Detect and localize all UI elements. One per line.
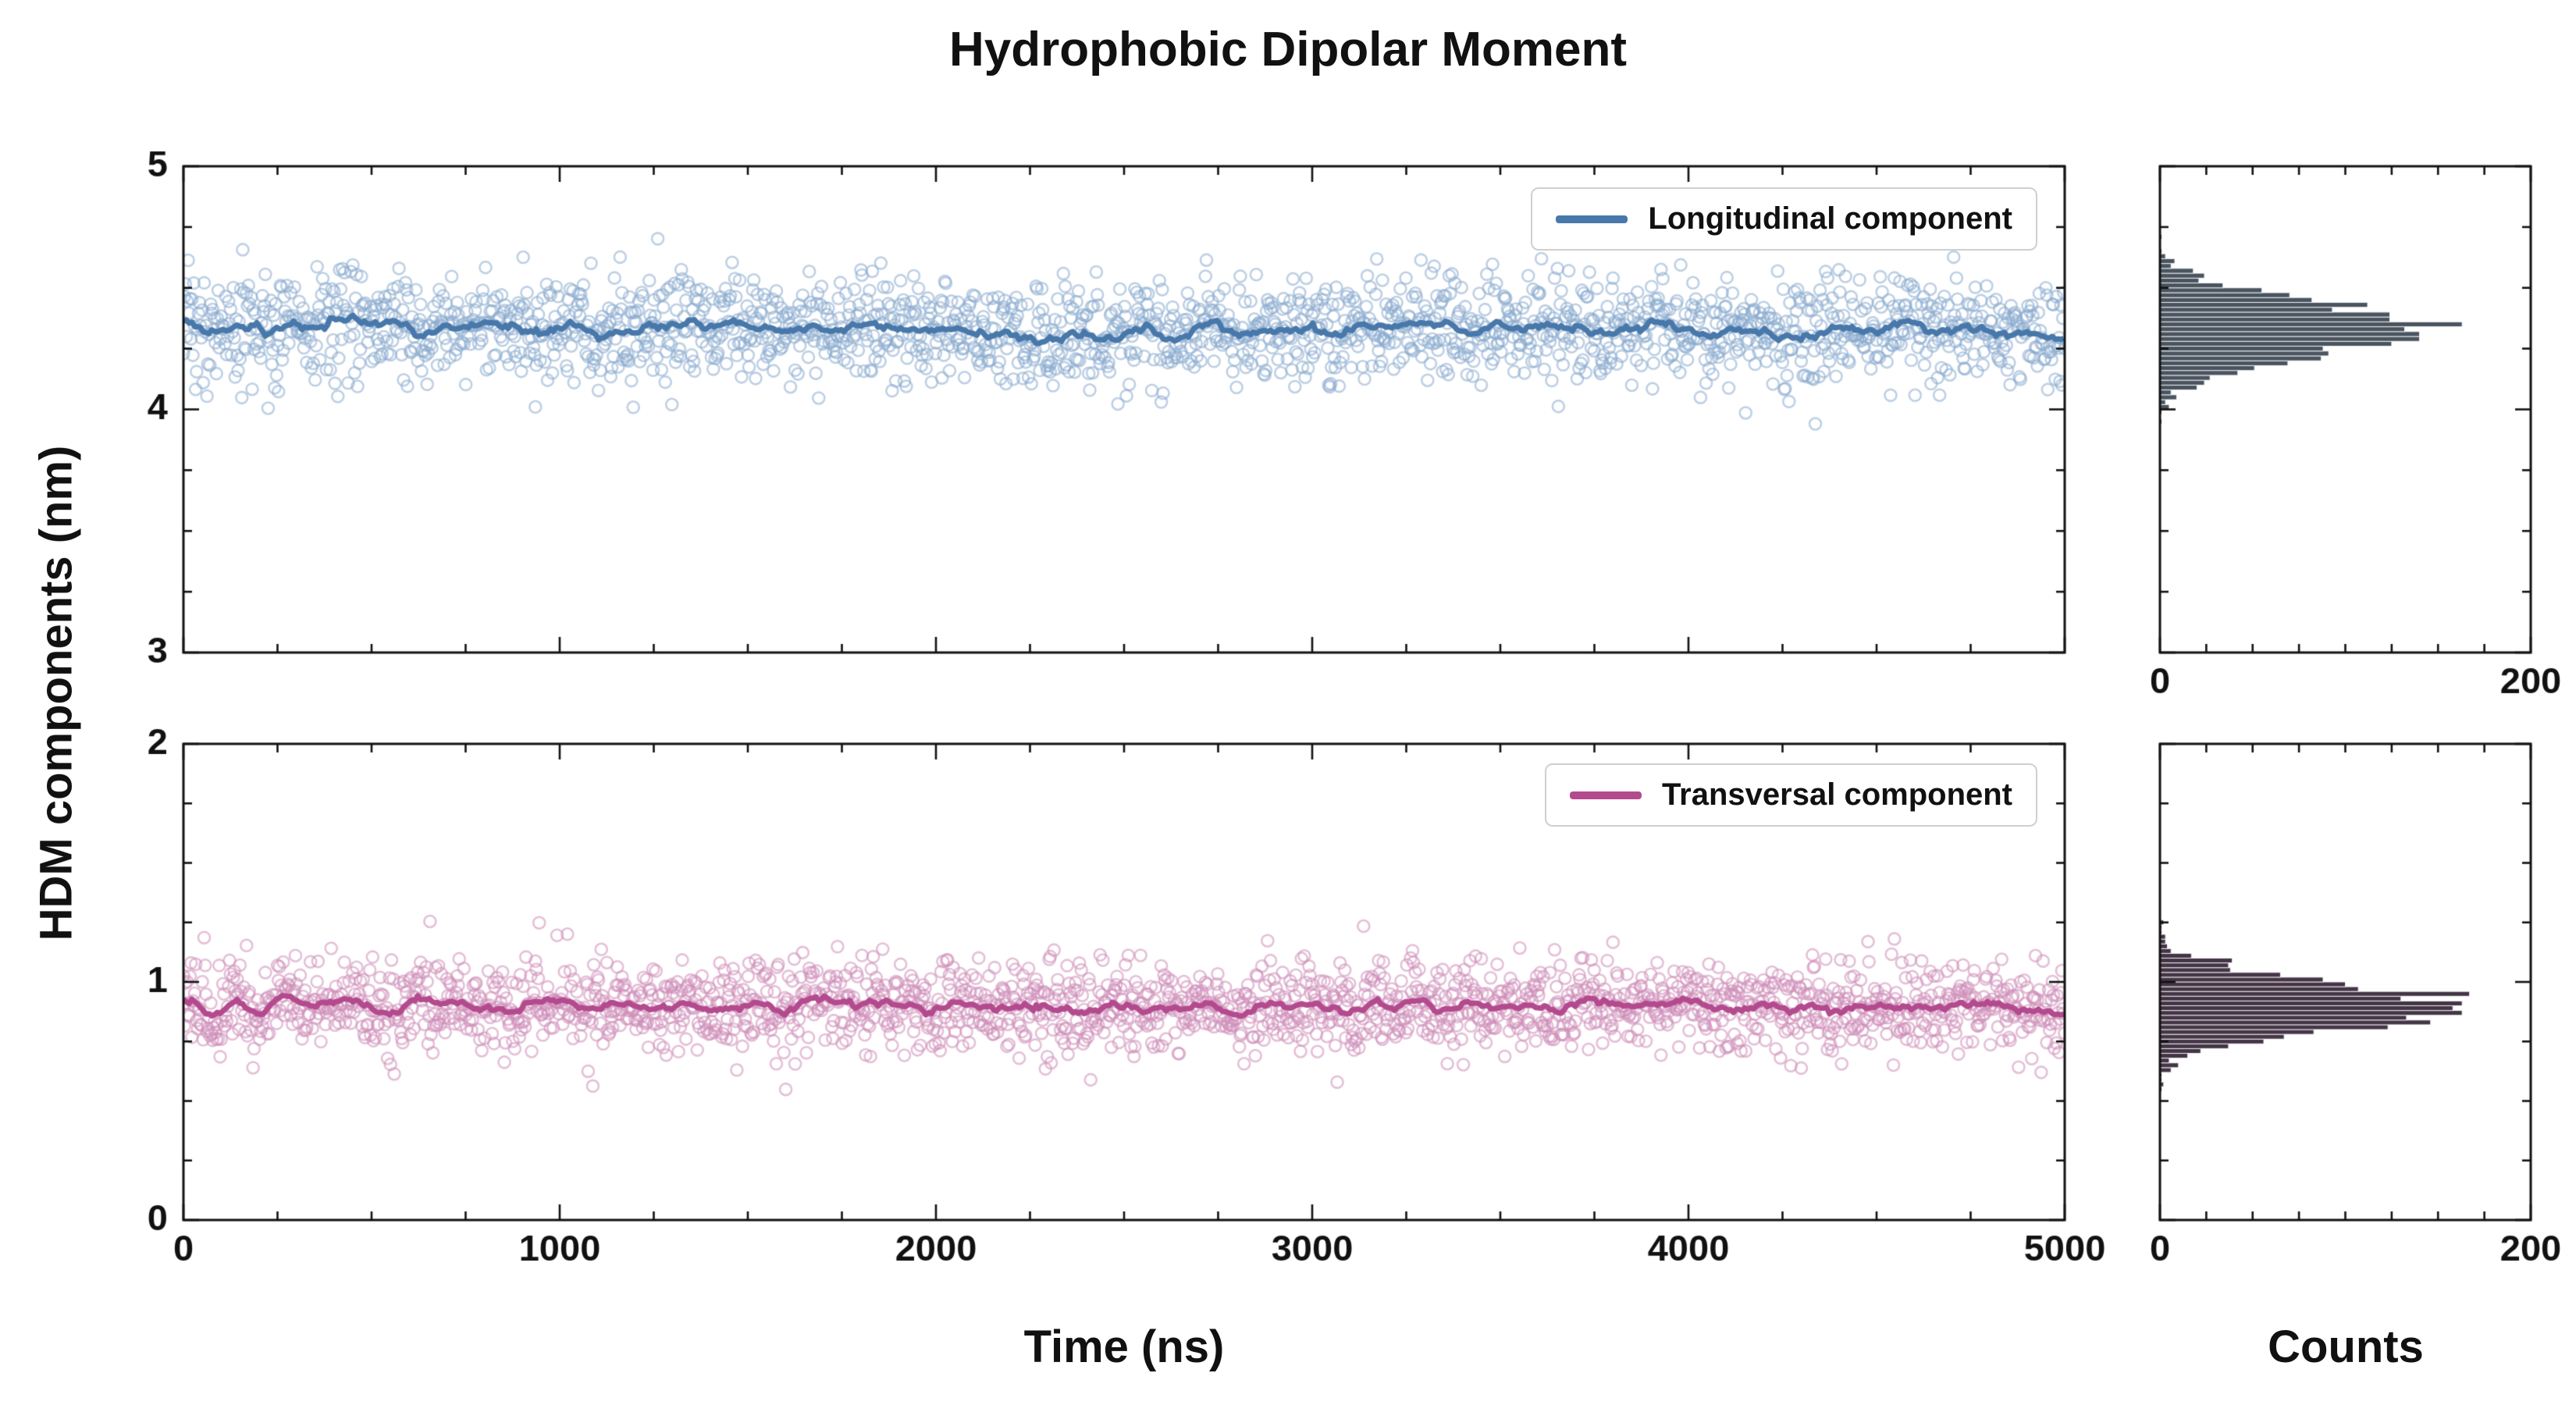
y-axis-label: HDM components (nm) xyxy=(30,445,82,941)
x-axis-label: Time (ns) xyxy=(1023,1321,1225,1372)
legend-line-transversal xyxy=(1569,791,1642,799)
chart-title: Hydrophobic Dipolar Moment xyxy=(949,23,1627,76)
legend-line-longitudinal xyxy=(1556,215,1628,223)
legend-label-transversal: Transversal component xyxy=(1661,777,2012,812)
legend-transversal: Transversal component xyxy=(1544,763,2037,827)
hist-x-axis-label: Counts xyxy=(2268,1321,2424,1372)
legend-label-longitudinal: Longitudinal component xyxy=(1648,201,2012,236)
legend-longitudinal: Longitudinal component xyxy=(1531,187,2037,251)
